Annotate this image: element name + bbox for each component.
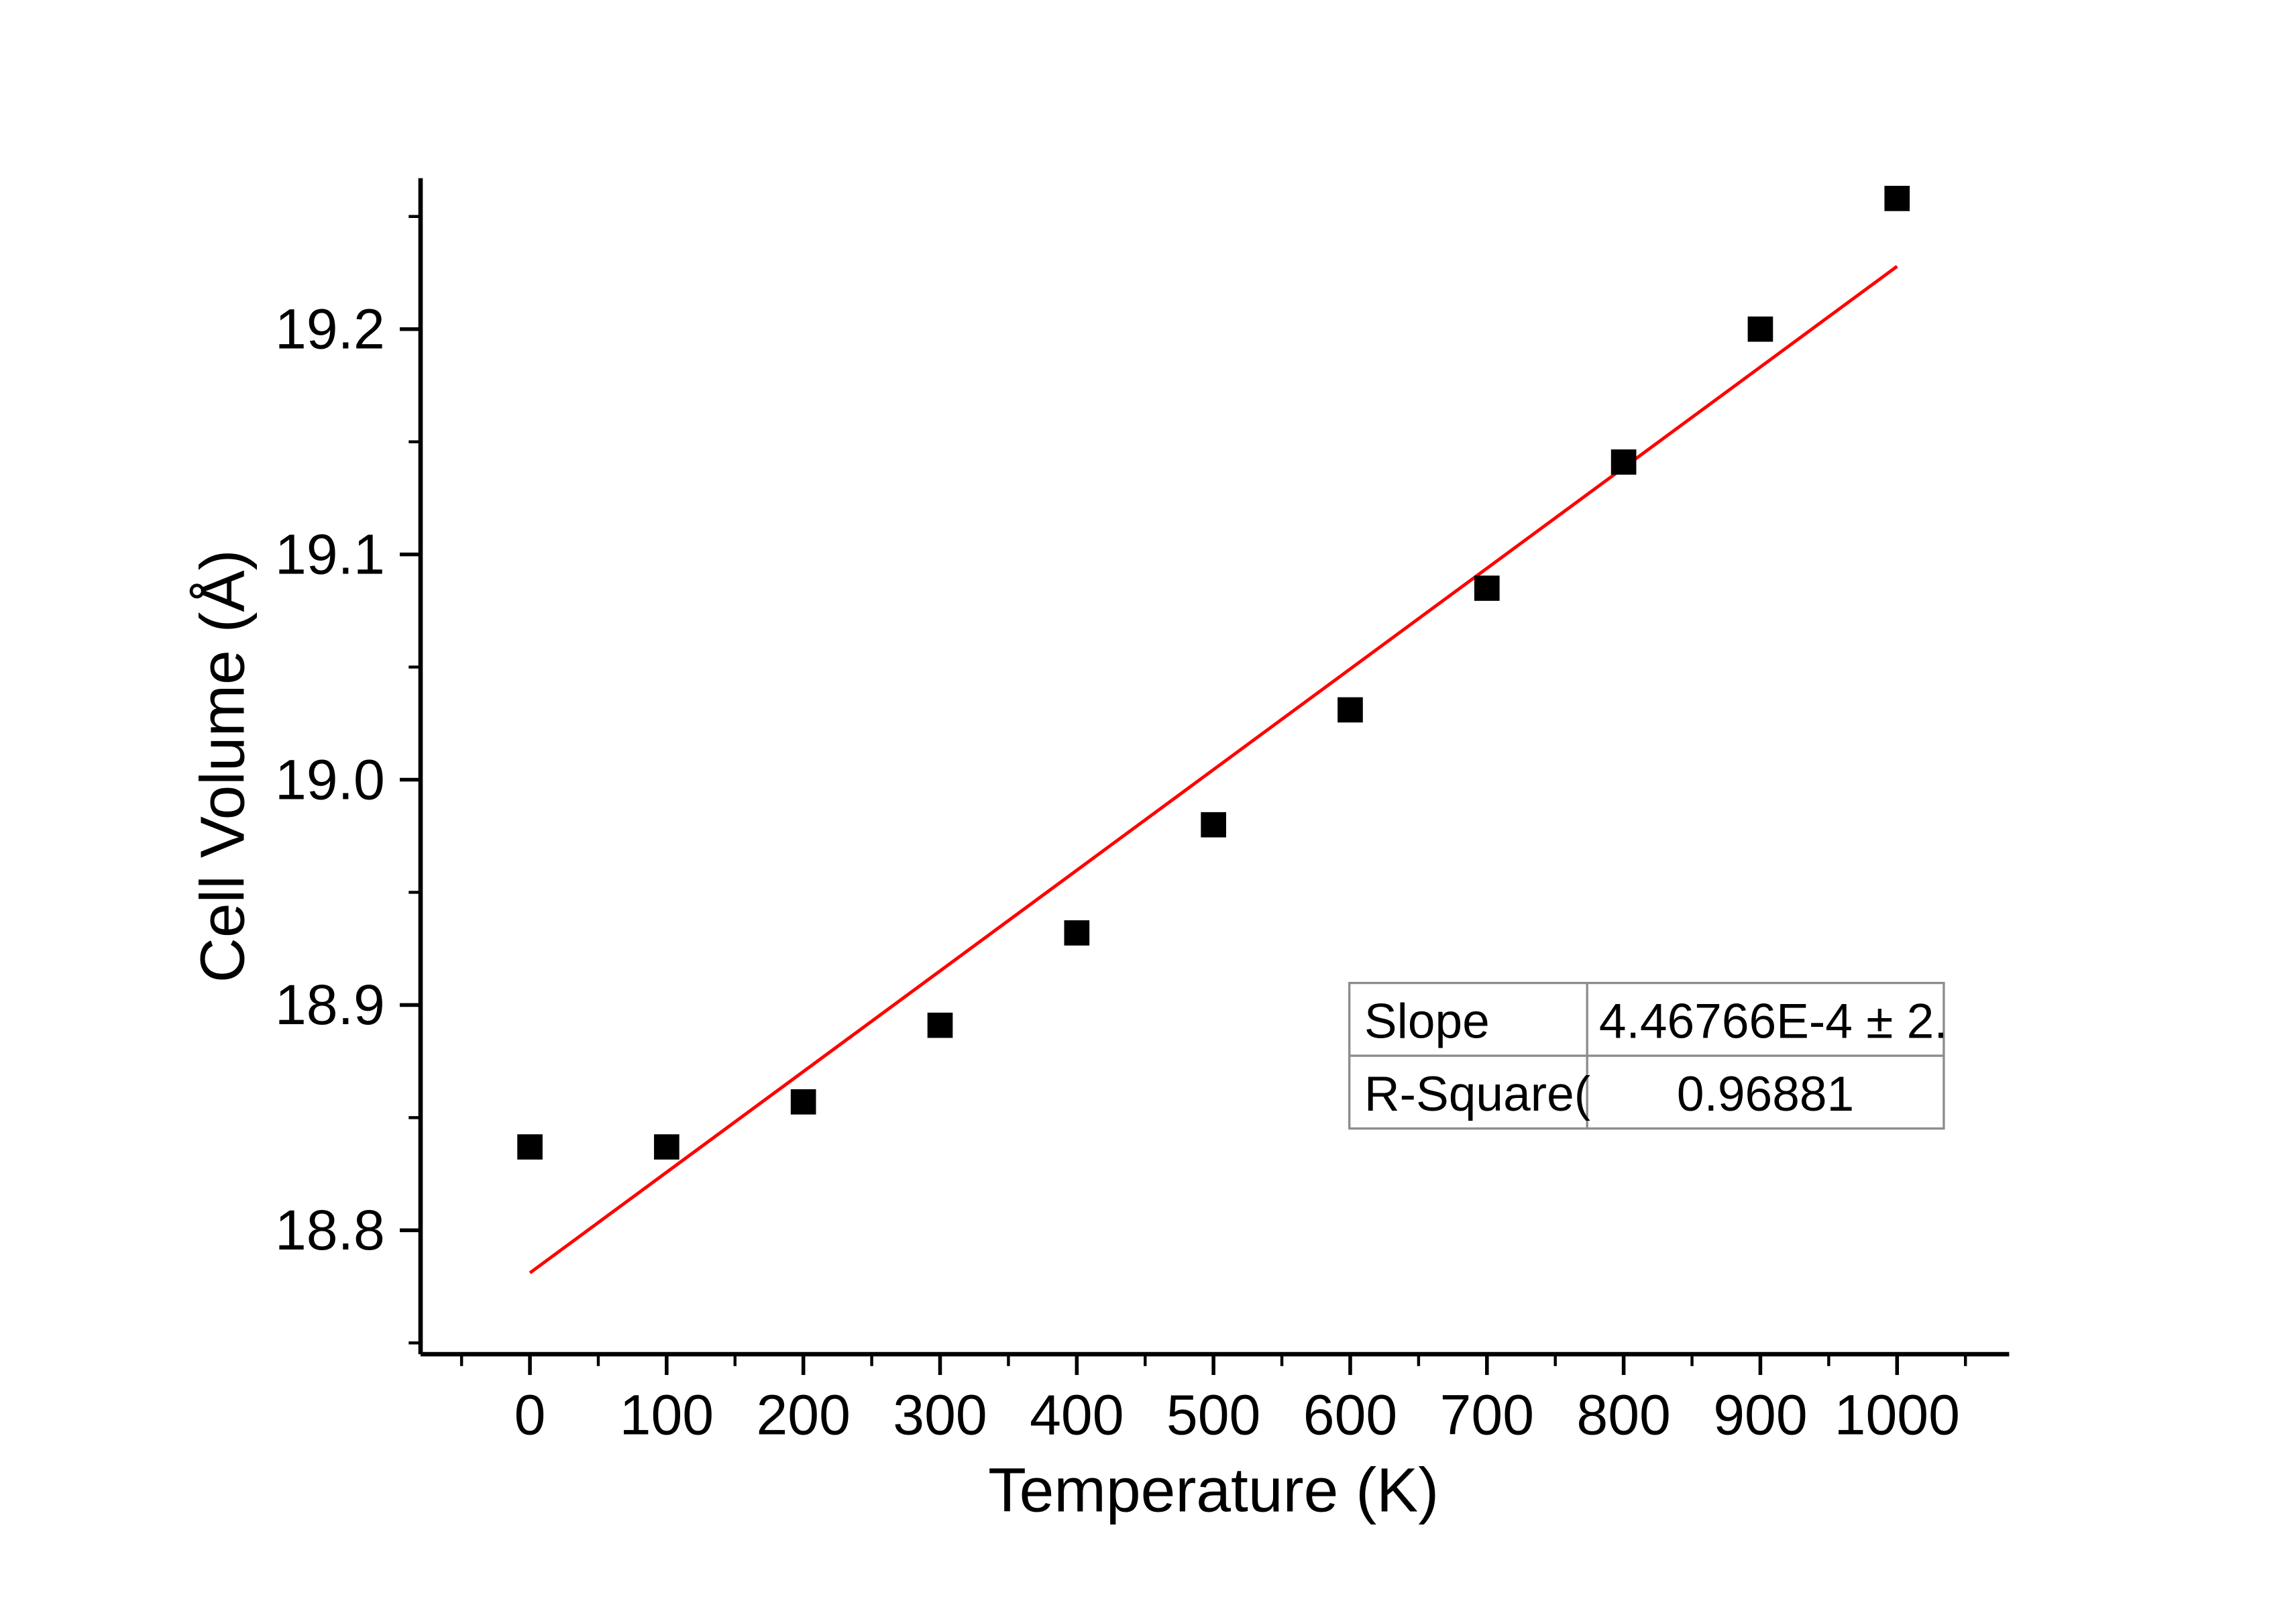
stats-value-rsquare: 0.96881 bbox=[1677, 1067, 1854, 1121]
y-tick-label: 18.8 bbox=[275, 1199, 385, 1262]
x-tick-label: 1000 bbox=[1835, 1384, 1960, 1447]
data-point bbox=[1884, 186, 1910, 211]
data-point bbox=[1610, 449, 1637, 475]
data-point bbox=[1201, 812, 1226, 838]
x-tick-label: 0 bbox=[514, 1384, 546, 1447]
data-point bbox=[1747, 316, 1773, 342]
x-tick-label: 300 bbox=[893, 1384, 987, 1447]
data-point bbox=[790, 1089, 816, 1115]
stats-value-slope: 4.46766E-4 ± 2. bbox=[1599, 995, 1948, 1049]
data-point bbox=[654, 1134, 679, 1160]
data-point bbox=[517, 1134, 543, 1160]
data-point bbox=[1064, 920, 1090, 946]
x-axis-title: Temperature (K) bbox=[988, 1455, 1439, 1525]
data-point bbox=[1337, 697, 1363, 723]
y-tick-label: 19.0 bbox=[275, 748, 385, 811]
x-tick-label: 500 bbox=[1166, 1384, 1260, 1447]
data-point bbox=[927, 1012, 953, 1038]
stats-label-rsquare: R-Square( bbox=[1364, 1067, 1590, 1121]
y-tick-label: 19.2 bbox=[275, 298, 385, 361]
fit-line bbox=[529, 265, 1898, 1274]
stats-label-slope: Slope bbox=[1364, 995, 1490, 1049]
x-tick-label: 800 bbox=[1576, 1384, 1670, 1447]
data-point bbox=[1474, 575, 1500, 601]
x-tick-label: 400 bbox=[1030, 1384, 1124, 1447]
y-tick-label: 19.1 bbox=[275, 522, 385, 586]
x-tick-label: 100 bbox=[620, 1384, 714, 1447]
x-tick-label: 900 bbox=[1713, 1384, 1807, 1447]
y-axis-title: Cell Volume (Å) bbox=[187, 549, 257, 983]
x-tick-label: 700 bbox=[1440, 1384, 1534, 1447]
x-tick-label: 200 bbox=[756, 1384, 850, 1447]
y-tick-label: 18.9 bbox=[275, 973, 385, 1036]
x-tick-label: 600 bbox=[1303, 1384, 1397, 1447]
